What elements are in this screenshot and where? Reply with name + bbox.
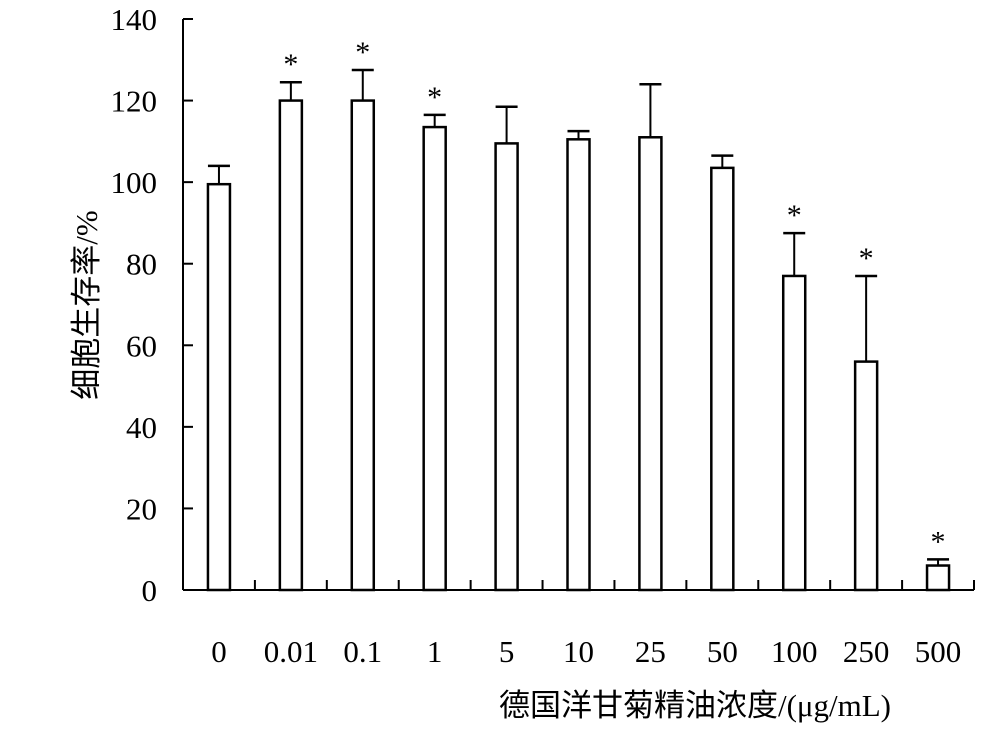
y-tick-label: 120 [111, 84, 158, 119]
error-bars [207, 68, 950, 566]
category-labels: 0 0.01 0.1 1 5 10 25 50 100 250 500 [211, 634, 961, 669]
bars [206, 99, 951, 592]
bar [781, 274, 807, 592]
x-tick-label: 0 [211, 634, 227, 669]
significance-star: * [787, 199, 802, 232]
bar [853, 360, 879, 592]
y-axis-ticks: 0 20 40 60 80 100 120 140 [111, 2, 193, 608]
x-tick-label: 500 [915, 634, 962, 669]
x-tick-label: 10 [563, 634, 594, 669]
bar [710, 166, 735, 592]
bar [638, 136, 663, 592]
y-tick-label: 40 [126, 410, 157, 445]
bar [925, 564, 951, 592]
x-tick-label: 1 [427, 634, 443, 669]
significance-star: * [859, 242, 874, 275]
y-tick-label: 140 [111, 2, 158, 37]
y-tick-label: 0 [142, 573, 158, 608]
y-tick-label: 100 [111, 165, 158, 200]
x-tick-label: 50 [707, 634, 738, 669]
significance-markers: * * * * * * [283, 36, 945, 558]
x-tick-label: 100 [771, 634, 818, 669]
significance-star: * [427, 81, 442, 114]
bar [422, 125, 447, 592]
significance-star: * [931, 525, 946, 558]
x-tick-label: 0.1 [343, 634, 382, 669]
x-tick-label: 250 [843, 634, 890, 669]
bar [206, 182, 232, 592]
x-tick-label: 0.01 [264, 634, 318, 669]
bar [278, 99, 304, 592]
x-tick-label: 5 [499, 634, 515, 669]
x-axis-ticks [253, 580, 975, 590]
x-tick-label: 25 [635, 634, 666, 669]
bar [566, 138, 591, 592]
y-tick-label: 60 [126, 328, 157, 363]
significance-star: * [355, 36, 370, 69]
bar [350, 99, 376, 592]
significance-star: * [283, 48, 298, 81]
bar [494, 142, 519, 592]
y-tick-label: 80 [126, 247, 157, 282]
y-axis-title: 细胞生存率/% [69, 210, 104, 399]
y-tick-label: 20 [126, 491, 157, 526]
x-axis-title: 德国洋甘菊精油浓度/(μg/mL) [499, 688, 891, 723]
